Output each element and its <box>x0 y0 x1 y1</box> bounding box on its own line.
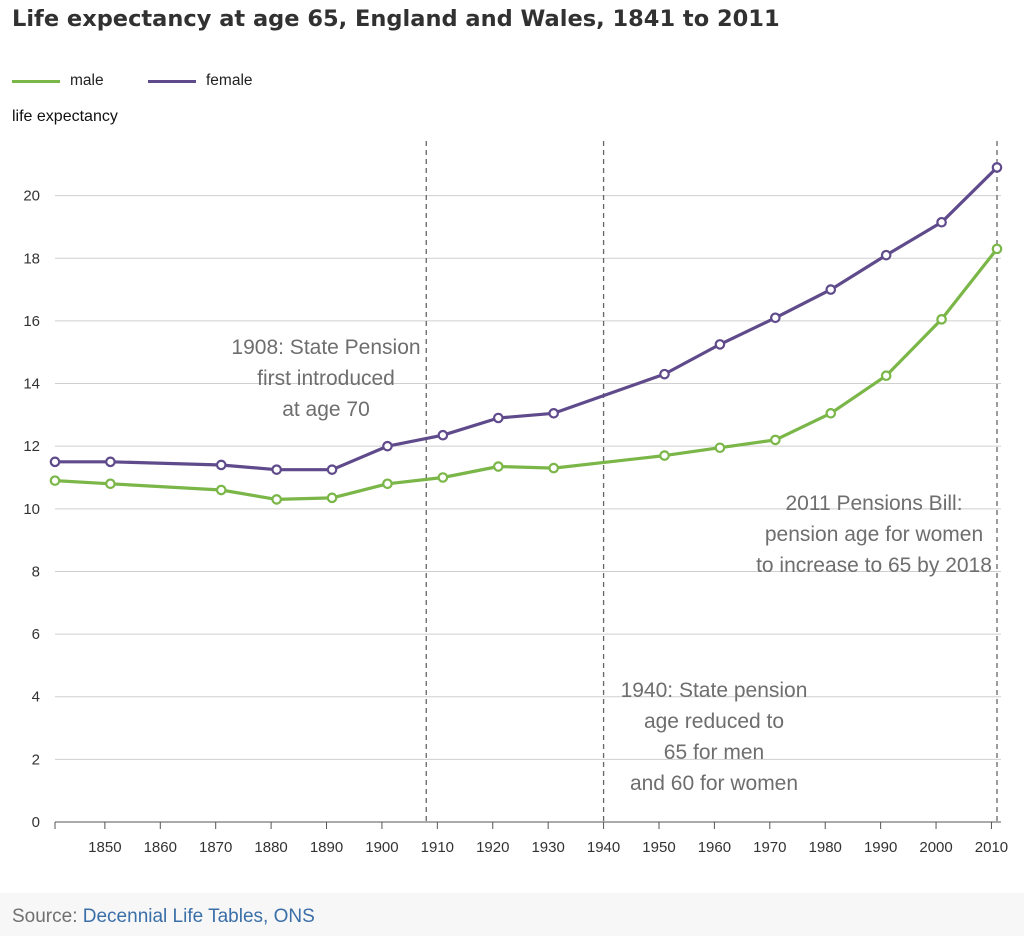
data-point-female-1981 <box>825 284 837 295</box>
x-tick-label-1980: 1980 <box>809 839 842 856</box>
y-axis-label: life expectancy <box>12 108 118 125</box>
chart-plot-area: 0 2 4 6 8 10 12 14 16 18 20 1850 1860 1870 1880 1890 190… <box>23 141 1008 856</box>
data-point-female-1911 <box>437 429 449 441</box>
data-point-female-1961 <box>714 339 726 350</box>
data-point-male-1971 <box>770 434 781 446</box>
y-tick-label-18: 18 <box>23 250 40 267</box>
data-point-male-1871 <box>215 484 227 496</box>
annotation-1908-line-2: at age 70 <box>282 398 370 421</box>
data-point-female-1951 <box>659 368 670 380</box>
data-point-male-1891 <box>326 492 338 504</box>
x-tick-label-1860: 1860 <box>144 839 177 856</box>
series-line-female <box>55 166 999 472</box>
data-point-male-1881 <box>271 494 282 505</box>
legend-swatch-male <box>12 79 60 83</box>
data-point-female-1851 <box>105 456 116 468</box>
annotation-1940-line-3: and 60 for women <box>630 772 798 795</box>
data-point-female-1901 <box>382 440 393 452</box>
data-point-female-1871 <box>215 459 227 471</box>
annotation-1908-line-1: first introduced <box>257 367 395 390</box>
data-point-male-1981 <box>825 407 837 419</box>
x-tick-label-1920: 1920 <box>476 839 509 856</box>
legend-swatch-female <box>148 79 196 83</box>
x-tick-label-1880: 1880 <box>254 839 287 856</box>
x-tick-label-1960: 1960 <box>698 839 731 856</box>
data-point-male-1841 <box>49 475 61 486</box>
x-tick-label-2010: 2010 <box>975 839 1008 856</box>
x-tick-label-1850: 1850 <box>88 839 121 856</box>
legend-item-male[interactable]: male <box>12 72 104 90</box>
series-line-male <box>54 247 999 501</box>
data-point-male-1951 <box>659 450 670 461</box>
data-point-female-1991 <box>880 249 892 261</box>
data-point-female-1841 <box>49 456 61 468</box>
y-tick-label-4: 4 <box>32 689 40 706</box>
data-point-male-1991 <box>880 370 892 382</box>
data-point-female-2001 <box>936 216 947 228</box>
data-point-female-1931 <box>548 407 560 419</box>
data-point-female-1921 <box>492 412 504 424</box>
x-tick-label-1890: 1890 <box>310 839 343 856</box>
annotation-1940-line-2: 65 for men <box>664 741 764 764</box>
data-point-male-1921 <box>492 461 504 472</box>
source-prefix: Source: <box>12 906 83 927</box>
data-point-male-1851 <box>105 478 116 490</box>
y-tick-label-12: 12 <box>23 438 40 455</box>
annotation-2011-line-0: 2011 Pensions Bill: <box>785 492 962 515</box>
data-point-male-1961 <box>714 442 726 454</box>
annotation-1940-line-1: age reduced to <box>644 710 784 733</box>
x-tick-label-1940: 1940 <box>587 839 620 856</box>
source-footer: Source: Decennial Life Tables, ONS <box>0 893 1024 936</box>
data-point-male-1931 <box>548 462 560 474</box>
x-tick-label-1990: 1990 <box>864 839 897 856</box>
legend-item-female[interactable]: female <box>148 72 253 90</box>
data-point-male-2011 <box>991 243 1003 255</box>
data-point-male-1911 <box>437 472 449 483</box>
x-tick-label-2000: 2000 <box>919 839 952 856</box>
annotation-1940-line-0: 1940: State pension <box>621 679 808 702</box>
y-tick-label-0: 0 <box>32 814 40 831</box>
data-point-female-2011 <box>991 162 1003 173</box>
source-link[interactable]: Decennial Life Tables, ONS <box>82 906 315 927</box>
annotation-2011-line-1: pension age for women <box>765 523 983 546</box>
y-tick-label-8: 8 <box>32 563 40 580</box>
x-tick-label-1910: 1910 <box>421 839 454 856</box>
data-point-female-1881 <box>271 464 282 475</box>
legend-label-male: male <box>70 72 104 89</box>
data-point-female-1971 <box>770 312 781 324</box>
x-tick-label-1870: 1870 <box>199 839 232 856</box>
y-tick-label-20: 20 <box>23 188 40 205</box>
x-tick-label-1900: 1900 <box>365 839 398 856</box>
annotation-1908-line-0: 1908: State Pension <box>231 336 420 359</box>
y-tick-label-2: 2 <box>32 751 40 768</box>
data-point-male-1901 <box>382 478 393 490</box>
x-tick-label-1970: 1970 <box>753 839 786 856</box>
y-tick-label-14: 14 <box>23 376 40 393</box>
data-point-female-1891 <box>326 464 338 475</box>
x-tick-label-1930: 1930 <box>531 839 564 856</box>
y-tick-label-6: 6 <box>32 626 40 643</box>
chart-title: Life expectancy at age 65, England and W… <box>12 6 780 32</box>
x-tick-label-1950: 1950 <box>642 839 675 856</box>
annotation-2011-line-2: to increase to 65 by 2018 <box>756 554 992 577</box>
legend-label-female: female <box>206 72 253 89</box>
data-point-male-2001 <box>936 314 947 325</box>
y-tick-label-10: 10 <box>23 501 40 518</box>
y-tick-label-16: 16 <box>23 313 40 330</box>
